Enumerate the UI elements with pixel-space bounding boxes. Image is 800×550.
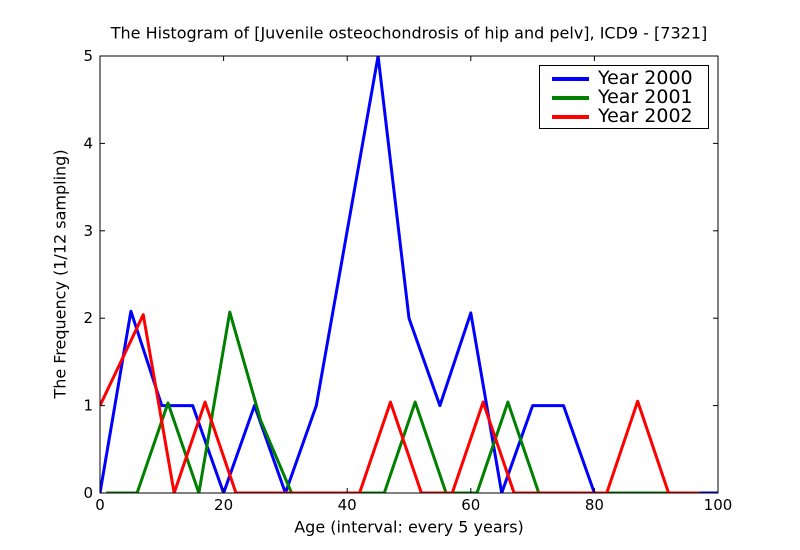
x-tick-label: 0 xyxy=(95,496,105,514)
legend-item: Year 2001 xyxy=(540,88,708,107)
x-tick-label: 80 xyxy=(585,496,604,514)
y-tick-label: 3 xyxy=(83,222,93,240)
y-tick-label: 0 xyxy=(83,484,93,502)
series-line-year-2000 xyxy=(100,56,718,493)
y-tick-label: 5 xyxy=(83,47,93,65)
tick-labels: 0 20 40 60 80 100 0 1 2 3 4 5 xyxy=(83,47,732,514)
series-line-year-2001 xyxy=(106,310,694,493)
legend-swatch xyxy=(552,114,589,119)
legend-label: Year 2000 xyxy=(598,67,693,89)
y-tick-label: 4 xyxy=(83,134,93,152)
series-line-year-2002 xyxy=(100,313,700,493)
legend: Year 2000 Year 2001 Year 2002 xyxy=(539,65,709,129)
plot-border xyxy=(99,55,719,494)
x-tick-label: 100 xyxy=(704,496,733,514)
legend-swatch xyxy=(552,76,589,81)
legend-item: Year 2000 xyxy=(540,69,708,88)
chart-title: The Histogram of [Juvenile osteochondros… xyxy=(110,23,708,43)
ticks xyxy=(99,55,719,494)
x-tick-label: 20 xyxy=(214,496,233,514)
y-axis-label: The Frequency (1/12 sampling) xyxy=(50,149,70,399)
legend-swatch xyxy=(552,95,589,100)
legend-label: Year 2001 xyxy=(598,86,693,108)
y-tick-label: 2 xyxy=(83,309,93,327)
x-axis-label: Age (interval: every 5 years) xyxy=(294,517,524,537)
legend-label: Year 2002 xyxy=(598,105,693,127)
x-tick-label: 60 xyxy=(461,496,480,514)
x-tick-label: 40 xyxy=(338,496,357,514)
series-group xyxy=(100,56,718,493)
y-tick-label: 1 xyxy=(83,397,93,415)
legend-item: Year 2002 xyxy=(540,107,708,126)
